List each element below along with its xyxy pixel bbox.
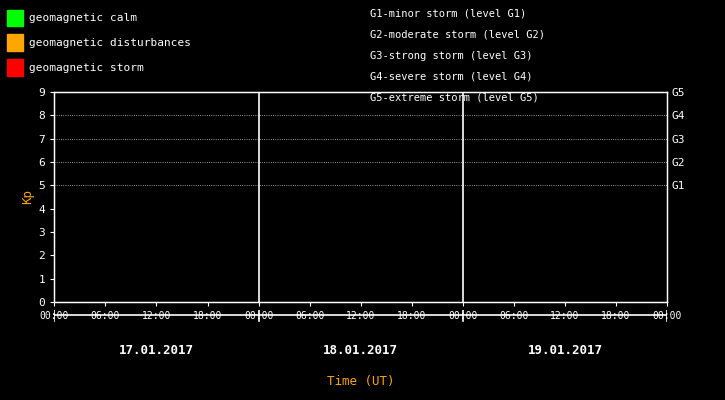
Text: 18.01.2017: 18.01.2017	[323, 344, 398, 356]
Text: geomagnetic calm: geomagnetic calm	[29, 13, 137, 23]
Text: geomagnetic storm: geomagnetic storm	[29, 63, 144, 73]
Text: geomagnetic disturbances: geomagnetic disturbances	[29, 38, 191, 48]
Text: Time (UT): Time (UT)	[327, 376, 394, 388]
Text: G2-moderate storm (level G2): G2-moderate storm (level G2)	[370, 30, 544, 40]
Y-axis label: Kp: Kp	[22, 190, 34, 204]
Text: 17.01.2017: 17.01.2017	[119, 344, 194, 356]
Text: 19.01.2017: 19.01.2017	[527, 344, 602, 356]
Text: G5-extreme storm (level G5): G5-extreme storm (level G5)	[370, 92, 539, 102]
Text: G3-strong storm (level G3): G3-strong storm (level G3)	[370, 51, 532, 61]
Text: G1-minor storm (level G1): G1-minor storm (level G1)	[370, 9, 526, 19]
Text: G4-severe storm (level G4): G4-severe storm (level G4)	[370, 72, 532, 82]
